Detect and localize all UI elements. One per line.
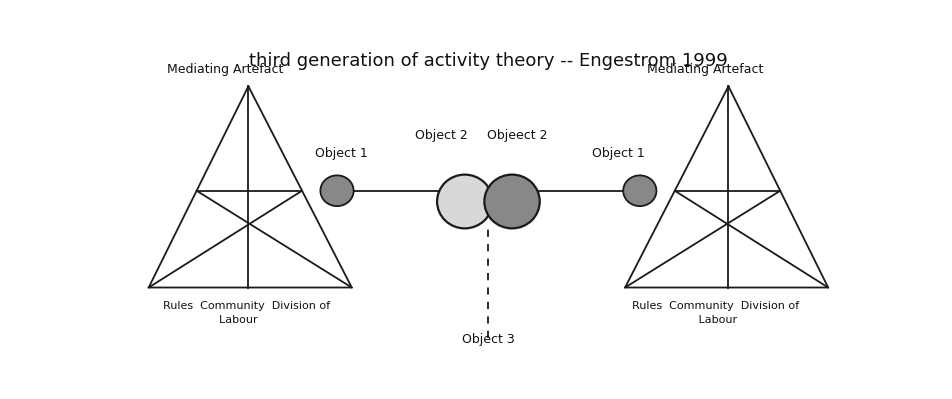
Text: Mediating Artefact: Mediating Artefact [646,63,763,75]
Ellipse shape [623,176,656,206]
Ellipse shape [320,176,353,206]
Ellipse shape [484,175,539,228]
Text: Object 3: Object 3 [462,333,514,346]
Text: Rules  Community  Division of
                Labour: Rules Community Division of Labour [164,301,330,324]
Ellipse shape [437,175,492,228]
Text: Mediating Artefact: Mediating Artefact [167,63,283,75]
Text: Objeect 2: Objeect 2 [486,128,546,142]
Text: third generation of activity theory -- Engestrom 1999: third generation of activity theory -- E… [248,53,727,71]
Text: Rules  Community  Division of
                   Labour: Rules Community Division of Labour [632,301,799,324]
Text: Object 1: Object 1 [314,147,367,160]
Text: Object 1: Object 1 [591,147,644,160]
Text: Object 2: Object 2 [414,128,466,142]
